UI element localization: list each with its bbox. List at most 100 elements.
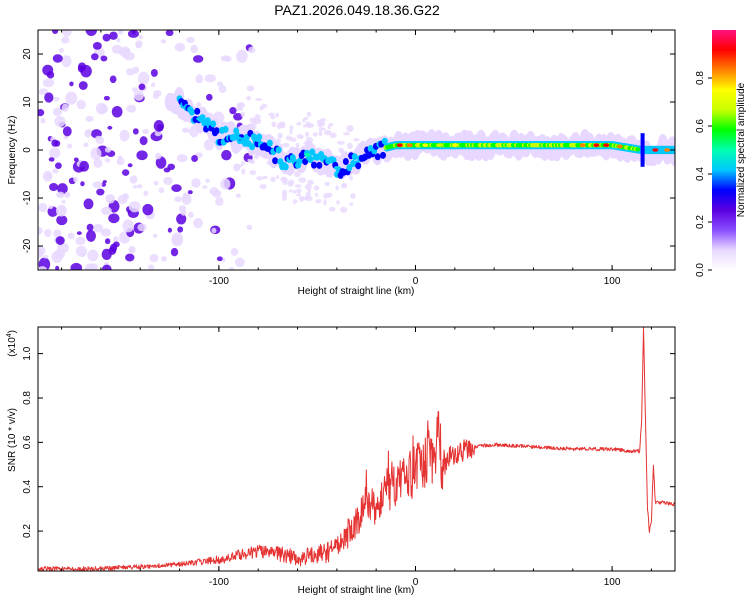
- heatmap-cell: [136, 150, 148, 161]
- colorbar-tick-label: 0.6: [695, 119, 706, 133]
- heatmap-cell: [56, 191, 65, 199]
- heatmap-cell: [296, 193, 302, 197]
- svg-text:(x104): (x104): [6, 330, 18, 357]
- heatmap-cell: [112, 241, 120, 248]
- heatmap-cell: [338, 147, 343, 153]
- heatmap-cell: [229, 106, 237, 115]
- heatmap-cell: [52, 54, 63, 63]
- heatmap-cell: [84, 263, 96, 270]
- heatmap-cell: [289, 125, 294, 132]
- x-tick-label: -100: [209, 276, 229, 287]
- heatmap-cell: [302, 118, 306, 123]
- heatmap-cell: [282, 163, 289, 171]
- heatmap-cell: [275, 112, 280, 118]
- heatmap-cell: [241, 168, 246, 175]
- snr-ylabel: SNR (10 * v/v): [7, 408, 18, 472]
- heatmap-cell: [336, 140, 345, 145]
- heatmap-cell: [281, 189, 288, 197]
- x-tick-label: 100: [604, 276, 621, 287]
- spectrogram-heatmap: [38, 30, 675, 270]
- heatmap-cell: [292, 199, 298, 204]
- heatmap-cell: [396, 143, 403, 147]
- figure-title: PAZ1.2026.049.18.36.G22: [274, 2, 440, 18]
- heatmap-cell: [93, 158, 103, 168]
- heatmap-cell: [305, 131, 309, 138]
- y-tick-label: -20: [22, 238, 33, 253]
- heatmap-cell: [177, 226, 184, 233]
- heatmap-cell: [42, 170, 53, 182]
- heatmap-cell: [55, 265, 60, 270]
- heatmap-cell: [233, 127, 240, 135]
- heatmap-cell: [275, 175, 280, 180]
- heatmap-cell: [196, 101, 202, 108]
- heatmap-cell: [40, 117, 46, 124]
- heatmap-cell: [57, 242, 69, 254]
- heatmap-cell: [664, 148, 671, 152]
- colorbar-tick-label: 0.0: [695, 263, 706, 277]
- heatmap-cell: [374, 153, 381, 161]
- heatmap-cell: [137, 223, 147, 232]
- heatmap-cell: [119, 129, 130, 142]
- snr-frame: [37, 326, 676, 572]
- heatmap-cell: [311, 161, 318, 169]
- heatmap-cell: [79, 160, 90, 172]
- heatmap-cell: [107, 125, 113, 130]
- heatmap-cell: [296, 121, 302, 126]
- heatmap-cell: [213, 127, 220, 135]
- heatmap-cell: [56, 215, 68, 226]
- heatmap-cell: [111, 44, 123, 54]
- heatmap-cell: [294, 184, 302, 188]
- heatmap-cell: [42, 64, 54, 76]
- y-tick-label: 1.0: [22, 346, 33, 360]
- heatmap-cell: [249, 170, 257, 175]
- heatmap-cell: [603, 143, 610, 147]
- heatmap-cell: [204, 74, 216, 83]
- heatmap-cell: [142, 128, 150, 135]
- heatmap-cell: [652, 148, 659, 152]
- heatmap-cell: [188, 211, 194, 218]
- heatmap-cell: [44, 228, 52, 238]
- snr-series-line: [38, 327, 675, 571]
- heatmap-cell: [324, 181, 330, 187]
- heatmap-cell: [246, 95, 252, 101]
- heatmap-cell: [128, 201, 141, 213]
- heatmap-cell: [342, 157, 349, 165]
- heatmap-cell: [451, 143, 458, 147]
- heatmap-cell: [313, 185, 320, 191]
- heatmap-cell: [154, 152, 162, 160]
- heatmap-cell: [380, 151, 387, 159]
- heatmap-cell: [307, 179, 314, 186]
- heatmap-cell: [261, 103, 268, 109]
- colorbar-ticks: 0.0 0.2 0.4 0.6 0.8: [695, 71, 712, 277]
- heatmap-cell: [318, 127, 326, 131]
- x-tick-label: -100: [209, 577, 229, 588]
- heatmap-cell: [406, 143, 413, 147]
- heatmap-cell: [275, 138, 281, 144]
- heatmap-cell: [161, 256, 167, 262]
- heatmap-cell: [61, 36, 70, 44]
- heatmap-cell: [250, 160, 255, 164]
- heatmap-cell: [422, 143, 429, 147]
- heatmap-cell: [350, 193, 356, 199]
- heatmap-cell: [116, 157, 125, 166]
- heatmap-cell: [186, 36, 195, 44]
- heatmap-cell: [255, 138, 262, 143]
- snr-multiplier: (x104): [6, 330, 18, 357]
- heatmap-cell: [233, 112, 243, 121]
- heatmap-cell: [351, 153, 358, 161]
- heatmap-cell: [191, 155, 198, 163]
- heatmap-cell: [135, 40, 143, 48]
- heatmap-cell: [296, 157, 303, 165]
- heatmap-cell: [247, 158, 251, 163]
- heatmap-cell: [298, 195, 305, 202]
- spectrogram-xlabel: Height of straight line (km): [298, 286, 415, 297]
- heatmap-cell: [42, 78, 55, 88]
- heatmap-cell: [170, 247, 179, 257]
- heatmap-cell: [579, 143, 586, 147]
- heatmap-cell: [163, 167, 171, 173]
- heatmap-cell: [249, 143, 256, 151]
- heatmap-cell: [138, 83, 146, 91]
- heatmap-cell: [282, 142, 290, 148]
- heatmap-cell: [158, 187, 165, 194]
